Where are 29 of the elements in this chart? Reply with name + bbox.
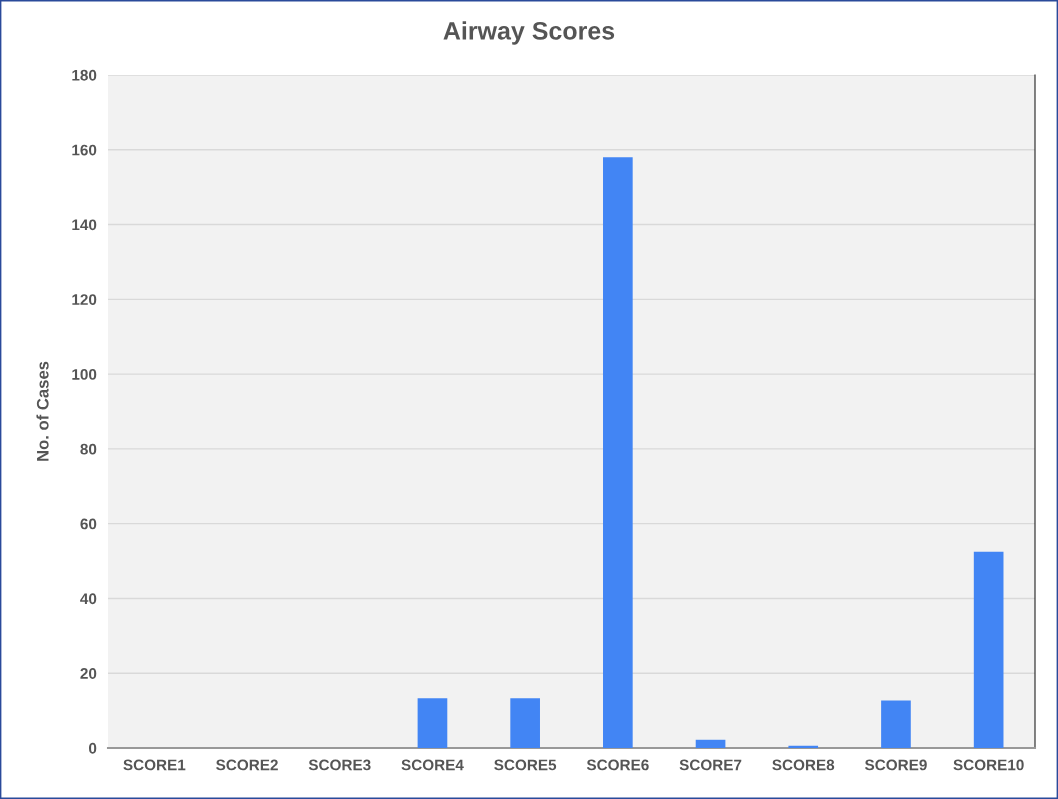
y-tick-label: 100 bbox=[72, 368, 97, 380]
x-tick-label: SCORE4 bbox=[401, 759, 464, 771]
y-tick-label: 40 bbox=[80, 593, 97, 605]
x-tick-label: SCORE8 bbox=[772, 759, 835, 771]
x-tick-label: SCORE9 bbox=[864, 759, 927, 771]
x-tick-label: SCORE10 bbox=[953, 759, 1024, 771]
bar bbox=[603, 157, 633, 748]
x-tick-label: SCORE5 bbox=[494, 759, 557, 771]
x-tick-label: SCORE1 bbox=[123, 759, 186, 771]
y-tick-label: 80 bbox=[80, 443, 97, 455]
bar bbox=[788, 745, 819, 748]
y-tick-label: 140 bbox=[72, 219, 97, 231]
y-tick-label: 160 bbox=[72, 144, 97, 156]
x-tick-label: SCORE2 bbox=[216, 759, 278, 771]
x-tick-label: SCORE6 bbox=[586, 759, 649, 771]
bar bbox=[973, 551, 1004, 748]
bar bbox=[881, 700, 911, 748]
bar bbox=[695, 739, 726, 748]
y-tick-label: 180 bbox=[72, 69, 97, 81]
x-tick-label: SCORE7 bbox=[679, 759, 742, 771]
x-tick-label: SCORE3 bbox=[308, 759, 371, 771]
y-tick-label: 20 bbox=[80, 668, 97, 679]
y-tick-label: 0 bbox=[89, 742, 97, 754]
y-tick-label: 120 bbox=[72, 294, 97, 306]
y-axis-title: No. of Cases bbox=[36, 361, 49, 461]
bar bbox=[510, 698, 540, 748]
bar bbox=[417, 698, 448, 748]
y-tick-label: 60 bbox=[80, 518, 97, 530]
chart-title: Airway Scores bbox=[443, 21, 615, 45]
